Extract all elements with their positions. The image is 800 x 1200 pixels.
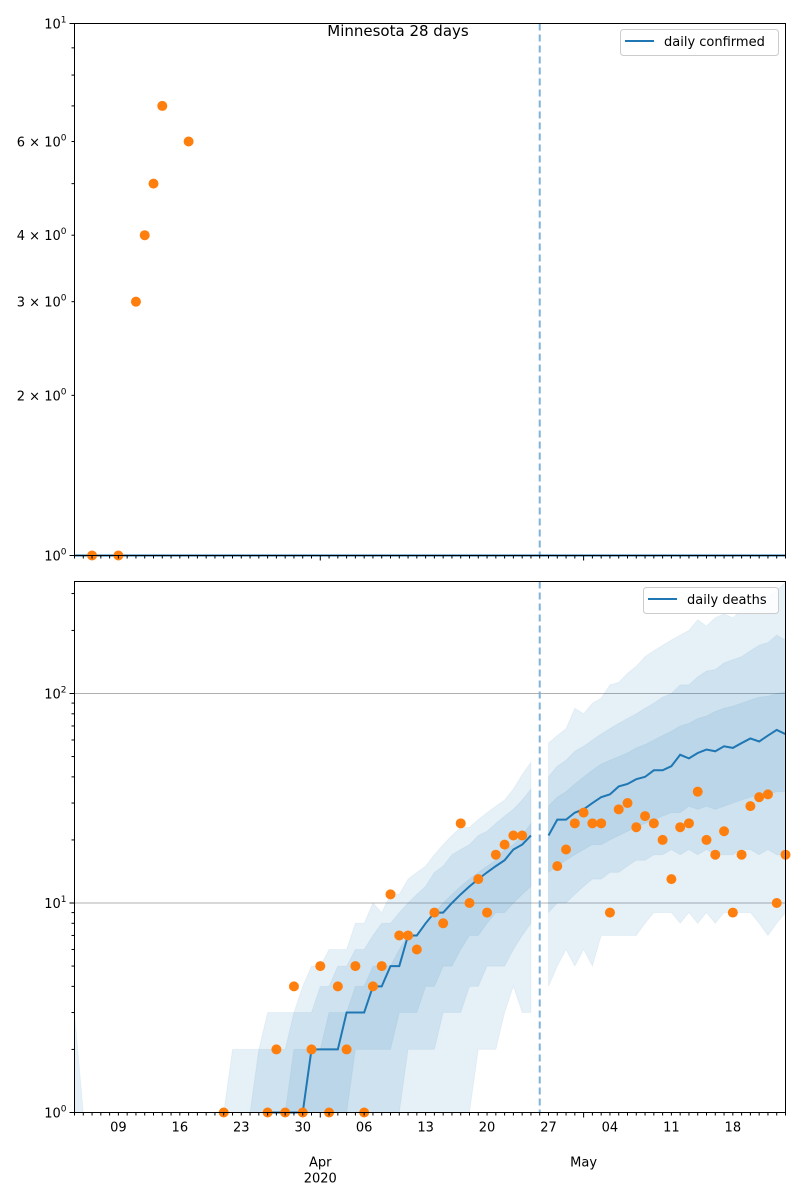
y-tick-label: 2 × 100 bbox=[17, 387, 67, 404]
scatter-point bbox=[315, 961, 326, 972]
top-plot-area bbox=[74, 23, 786, 561]
scatter-point bbox=[508, 830, 519, 841]
scatter-point bbox=[130, 296, 141, 307]
scatter-point bbox=[148, 178, 159, 189]
top-panel-confirmed: 100 2 × 100 3 × 100 4 × 100 6 × 100 101 Minne… bbox=[17, 16, 786, 565]
y-tick-label: 101 bbox=[44, 895, 66, 912]
scatter-point bbox=[596, 818, 607, 829]
scatter-point bbox=[745, 801, 756, 812]
x-month-label: May bbox=[570, 1156, 597, 1171]
y-tick-label: 3 × 100 bbox=[17, 294, 67, 311]
scatter-point bbox=[727, 907, 738, 918]
scatter-point bbox=[587, 818, 598, 829]
scatter-point bbox=[385, 889, 396, 900]
legend-label-daily-deaths: daily deaths bbox=[687, 593, 767, 608]
y-tick-label: 4 × 100 bbox=[17, 227, 67, 244]
legend-box bbox=[620, 29, 779, 56]
scatter-point bbox=[569, 818, 580, 829]
y-tick-label: 101 bbox=[44, 16, 66, 33]
scatter-point bbox=[288, 981, 299, 992]
y-tick-label: 100 bbox=[44, 1105, 67, 1122]
scatter-point bbox=[578, 807, 589, 818]
chart-title: Minnesota 28 days bbox=[327, 22, 469, 40]
x-tick-label: 11 bbox=[663, 1121, 680, 1136]
scatter-point bbox=[271, 1044, 282, 1055]
scatter-point bbox=[341, 1044, 352, 1055]
y-tick-label: 6 × 100 bbox=[17, 134, 67, 151]
scatter-point bbox=[411, 944, 422, 955]
top-x-axis bbox=[74, 555, 786, 561]
scatter-point bbox=[490, 849, 501, 860]
scatter-point bbox=[455, 818, 466, 829]
x-month-label: Apr bbox=[309, 1156, 332, 1171]
scatter-point bbox=[692, 786, 703, 797]
scatter-point bbox=[157, 100, 168, 111]
x-tick-label: 16 bbox=[172, 1121, 189, 1136]
scatter-point bbox=[376, 961, 387, 972]
x-tick-label: 06 bbox=[356, 1121, 373, 1136]
scatter-point bbox=[675, 822, 686, 833]
scatter-point bbox=[429, 907, 440, 918]
top-legend: daily confirmed bbox=[620, 29, 779, 56]
scatter-point bbox=[683, 818, 694, 829]
scatter-point bbox=[771, 898, 782, 908]
top-axes-frame bbox=[74, 23, 786, 556]
legend-label-daily-confirmed: daily confirmed bbox=[664, 35, 765, 50]
scatter-point bbox=[139, 230, 150, 241]
scatter-point bbox=[517, 830, 528, 841]
scatter-point bbox=[640, 811, 651, 822]
scatter-point bbox=[482, 907, 493, 918]
x-tick-label: 30 bbox=[294, 1121, 311, 1136]
x-tick-label: 13 bbox=[417, 1121, 434, 1136]
x-tick-label: 04 bbox=[602, 1121, 619, 1136]
scatter-point bbox=[762, 789, 773, 800]
scatter-point bbox=[350, 961, 361, 972]
scatter-point bbox=[367, 981, 378, 992]
top-y-axis: 100 2 × 100 3 × 100 4 × 100 6 × 100 101 bbox=[17, 16, 75, 565]
scatter-point bbox=[438, 918, 449, 929]
x-year-label: 2020 bbox=[304, 1172, 337, 1187]
scatter-point bbox=[473, 874, 484, 885]
scatter-point bbox=[403, 930, 414, 941]
scatter-point bbox=[701, 834, 712, 845]
x-tick-label: 18 bbox=[725, 1121, 742, 1136]
scatter-point bbox=[183, 136, 194, 147]
scatter-point bbox=[464, 898, 475, 908]
scatter-point bbox=[613, 804, 624, 815]
x-tick-label: 23 bbox=[233, 1121, 250, 1136]
scatter-point bbox=[666, 874, 677, 885]
scatter-point bbox=[631, 822, 642, 833]
legend-box bbox=[643, 587, 779, 614]
scatter-point bbox=[306, 1044, 317, 1055]
scatter-point bbox=[657, 834, 668, 845]
bottom-legend: daily deaths bbox=[643, 587, 779, 614]
scatter-point bbox=[736, 849, 747, 860]
bottom-axes-frame bbox=[74, 581, 786, 1113]
series-line-daily-deaths-forecast bbox=[547, 728, 786, 836]
scatter-point bbox=[561, 844, 572, 855]
scatter-point bbox=[332, 981, 343, 992]
x-tick-label: 20 bbox=[479, 1121, 496, 1136]
x-tick-label: 09 bbox=[110, 1121, 127, 1136]
scatter-point bbox=[710, 849, 721, 860]
scatter-point bbox=[499, 839, 510, 850]
bottom-y-axis: 100 101 102 bbox=[44, 593, 75, 1122]
scatter-point bbox=[648, 818, 659, 829]
bottom-plot-area bbox=[74, 580, 791, 1118]
scatter-point bbox=[754, 792, 765, 803]
y-tick-label: 102 bbox=[44, 686, 66, 703]
scatter-point bbox=[394, 930, 405, 941]
x-tick-label: 27 bbox=[540, 1121, 557, 1136]
scatter-point bbox=[622, 798, 633, 809]
scatter-point bbox=[719, 826, 730, 837]
y-tick-label: 100 bbox=[44, 548, 67, 565]
scatter-point bbox=[552, 861, 563, 872]
scatter-point bbox=[604, 907, 615, 918]
